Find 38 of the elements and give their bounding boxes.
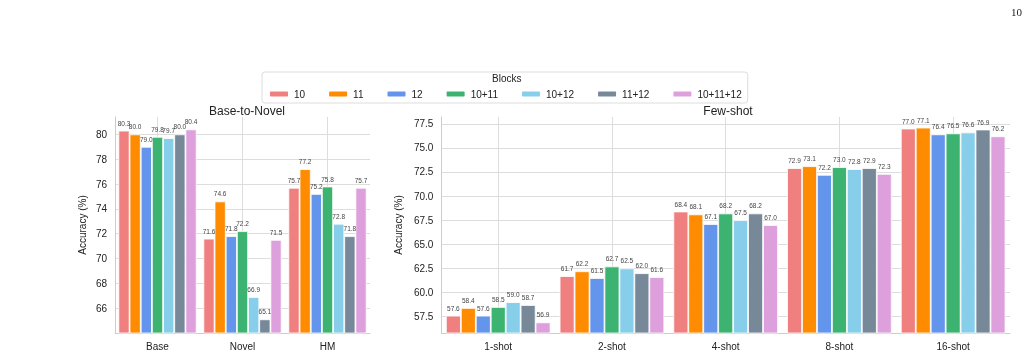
text: 10 [1011,5,1023,18]
y-tick-label: 65.0 [413,238,434,250]
y-tick-label: 62.5 [413,262,434,274]
y-tick-label: 66 [95,302,108,314]
y-axis-title: Accuracy (%) [392,195,404,255]
legend-label: 11+12 [622,88,650,100]
legend-label: 10+11+12 [697,88,743,100]
legend-label: 10+12 [545,88,575,100]
x-tick-label: 4-shot [711,340,740,352]
y-tick-label: 74 [95,203,108,215]
x-tick-label: Base [146,340,170,352]
x-tick-label: Novel [229,340,256,352]
y-axis-title: Accuracy (%) [76,195,88,255]
legend-label: 12 [411,88,424,100]
x-tick-label: 1-shot [484,340,513,352]
y-tick-label: 72.5 [413,166,434,178]
x-tick-label: 16-shot [936,340,971,352]
y-tick-label: 70 [95,253,108,265]
y-tick-label: 80 [95,128,108,140]
y-tick-label: 76 [95,178,108,190]
y-tick-label: 57.5 [413,311,434,323]
x-tick-label: 8-shot [825,340,854,352]
chart-title: Base-to-Novel [208,104,286,118]
y-tick-label: 60.0 [413,287,434,298]
y-tick-label: 68 [95,277,108,289]
legend-label: 10+11 [470,88,499,100]
y-tick-label: 72 [95,228,108,240]
chart-title: Few-shot [703,104,754,118]
legend-label: 11 [353,88,364,100]
y-tick-label: 77.5 [413,118,434,130]
legend-title: Blocks [492,72,522,84]
legend-label: 10 [294,88,306,100]
y-tick-label: 78 [95,153,108,165]
y-tick-label: 67.5 [413,214,434,226]
x-tick-label: 2-shot [598,340,627,352]
x-tick-label: HM [319,340,336,352]
y-tick-label: 70.0 [413,190,434,202]
y-tick-label: 75.0 [413,142,434,154]
